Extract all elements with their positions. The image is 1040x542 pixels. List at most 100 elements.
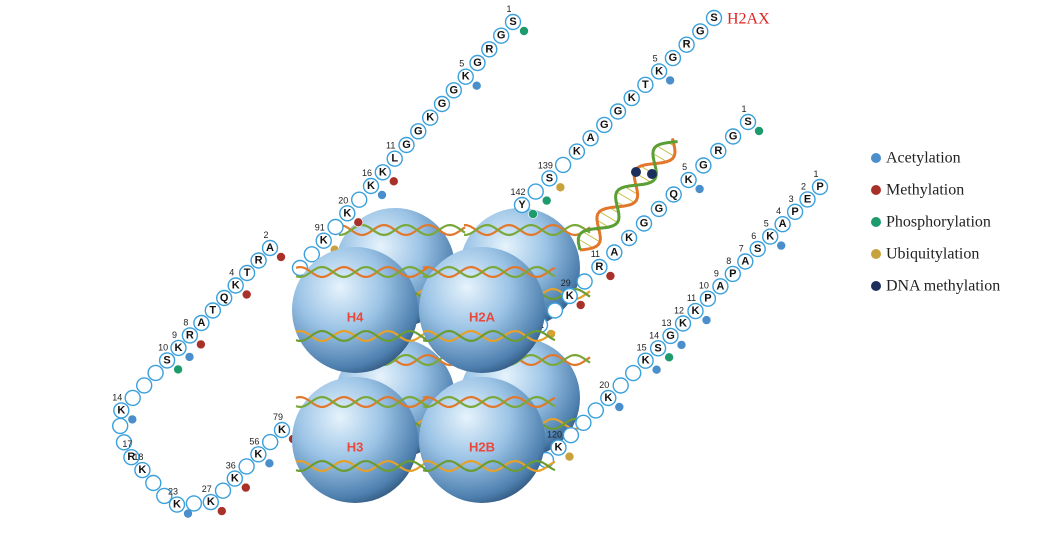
residue-letter: K xyxy=(320,235,328,247)
dna-methyl-marker xyxy=(647,169,657,179)
residue-letter: K xyxy=(207,496,215,508)
residue-letter: G xyxy=(614,106,623,118)
modification-marker xyxy=(196,340,205,349)
residue-number: 9 xyxy=(172,330,177,340)
residue-number: 56 xyxy=(249,436,259,446)
residue-number: 9 xyxy=(714,268,719,278)
residue-letter: A xyxy=(610,247,618,259)
residue-number: 11 xyxy=(591,249,600,259)
residue-letter: K xyxy=(138,464,146,476)
residue-number: 11 xyxy=(386,141,395,151)
histone-label: H4 xyxy=(347,310,364,325)
base-pair xyxy=(600,212,618,223)
residue-bead xyxy=(137,378,152,393)
modification-marker xyxy=(389,177,398,186)
residue-bead xyxy=(304,247,319,262)
residue-number: 4 xyxy=(229,268,234,278)
residue-letter: A xyxy=(587,132,595,144)
residue-bead xyxy=(125,390,140,405)
modification-marker xyxy=(615,403,624,412)
residue-letter: Q xyxy=(220,292,229,304)
residue-bead xyxy=(626,366,641,381)
residue-number: 2 xyxy=(801,181,806,191)
residue-bead xyxy=(563,428,578,443)
residue-letter: K xyxy=(573,146,581,158)
base-pair xyxy=(617,192,635,203)
residue-bead xyxy=(528,184,543,199)
legend-label: Phosphorylation xyxy=(886,214,991,231)
residue-bead xyxy=(263,435,278,450)
residue-number: 2 xyxy=(263,230,268,240)
modification-marker xyxy=(542,196,551,205)
residue-bead xyxy=(113,418,128,433)
residue-letter: A xyxy=(197,317,205,329)
modification-marker xyxy=(128,415,137,424)
residue-bead xyxy=(577,274,592,289)
residue-letter: T xyxy=(209,305,216,317)
residue-number: 142 xyxy=(510,187,525,197)
residue-letter: G xyxy=(438,98,447,110)
legend-swatch xyxy=(871,249,881,259)
residue-letter: K xyxy=(555,442,563,454)
residue-bead xyxy=(588,403,603,418)
residue-letter: G xyxy=(402,139,411,151)
residue-letter: Y xyxy=(518,199,526,211)
residue-letter: A xyxy=(266,242,274,254)
residue-letter: P xyxy=(816,181,823,193)
residue-letter: S xyxy=(509,16,516,28)
residue-number: 8 xyxy=(726,256,731,266)
residue-letter: K xyxy=(343,207,351,219)
residue-letter: G xyxy=(600,119,609,131)
residue-number: 17 xyxy=(122,439,132,449)
residue-number: 20 xyxy=(338,195,348,205)
base-pair xyxy=(657,146,674,156)
residue-number: 1 xyxy=(813,169,818,179)
residue-number: 3 xyxy=(789,194,794,204)
modification-marker xyxy=(576,301,585,310)
residue-letter: G xyxy=(640,218,649,230)
residue-letter: G xyxy=(696,25,705,37)
residue-number: 29 xyxy=(561,278,571,288)
residue-bead xyxy=(556,157,571,172)
legend: AcetylationMethylationPhosphorylationUbi… xyxy=(871,150,1000,295)
modification-marker xyxy=(378,191,387,200)
residue-bead xyxy=(613,378,628,393)
residue-number: 14 xyxy=(112,392,122,402)
modification-marker xyxy=(556,183,565,192)
histone-label: H2A xyxy=(469,310,496,325)
residue-number: 10 xyxy=(699,281,709,291)
residue-letter: R xyxy=(255,255,263,267)
histone-label: H3 xyxy=(347,440,364,455)
residue-number: 6 xyxy=(751,231,756,241)
modification-marker xyxy=(520,27,529,36)
residue-number: 5 xyxy=(459,59,464,69)
residue-number: 10 xyxy=(158,342,168,352)
residue-bead xyxy=(352,192,367,207)
base-pair xyxy=(583,232,600,242)
dna-methyl-marker xyxy=(631,167,641,177)
residue-letter: G xyxy=(669,52,678,64)
modification-marker xyxy=(529,210,538,219)
modification-marker xyxy=(265,459,274,468)
residue-letter: L xyxy=(391,153,398,165)
residue-number: 36 xyxy=(226,461,236,471)
residue-letter: G xyxy=(450,84,459,96)
residue-letter: K xyxy=(642,355,650,367)
modification-marker xyxy=(277,253,286,262)
modification-marker xyxy=(565,452,574,461)
legend-label: Ubiquitylation xyxy=(886,246,979,263)
residue-letter: K xyxy=(117,404,125,416)
residue-number: 12 xyxy=(674,306,684,316)
residue-letter: S xyxy=(710,12,717,24)
residue-letter: T xyxy=(642,79,649,91)
modification-marker xyxy=(174,365,183,374)
histone-label: H2B xyxy=(469,440,495,455)
residue-bead xyxy=(547,303,562,318)
residue-bead xyxy=(148,365,163,380)
modification-marker xyxy=(665,353,674,362)
residue-letter: R xyxy=(595,261,603,273)
residue-number: 14 xyxy=(649,330,659,340)
residue-letter: G xyxy=(729,131,738,143)
modification-marker xyxy=(677,340,686,349)
residue-letter: T xyxy=(244,267,251,279)
